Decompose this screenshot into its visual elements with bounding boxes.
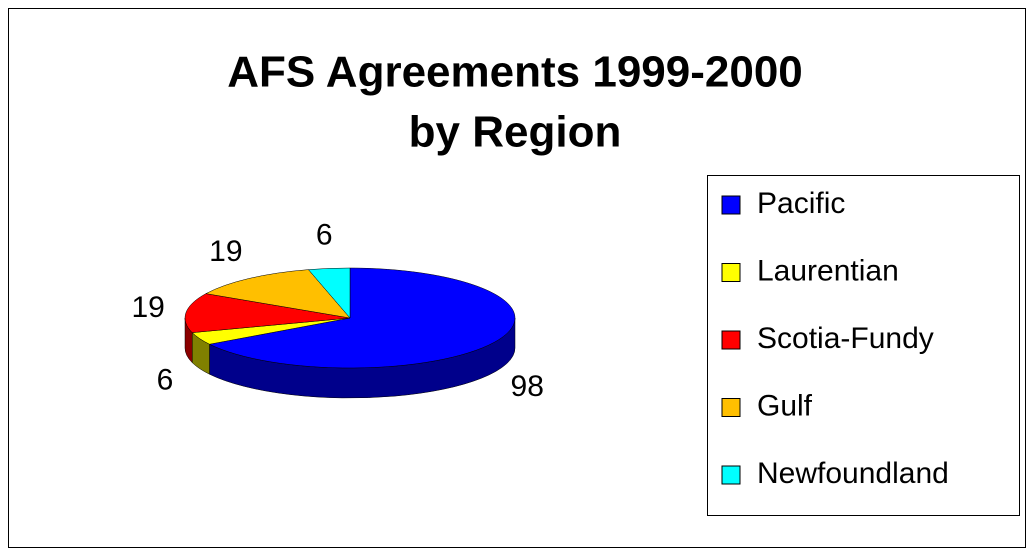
data-label: 19 xyxy=(131,291,164,324)
legend-swatch xyxy=(721,195,741,215)
legend xyxy=(707,175,1020,516)
chart-title: by Region xyxy=(409,108,622,157)
pie-slice xyxy=(205,269,351,319)
legend-swatch xyxy=(721,330,741,350)
data-label: 98 xyxy=(511,370,544,403)
data-label: 19 xyxy=(209,235,242,268)
legend-label: Laurentian xyxy=(757,254,899,287)
pie-slice xyxy=(184,293,351,333)
legend-swatch xyxy=(721,398,741,417)
data-label: 6 xyxy=(316,219,333,252)
pie-slice xyxy=(307,267,351,319)
chart-title: AFS Agreements 1999-2000 xyxy=(227,48,803,97)
legend-label: Gulf xyxy=(757,389,813,422)
data-label: 6 xyxy=(157,364,174,397)
legend-label: Scotia-Fundy xyxy=(757,322,934,355)
legend-swatch xyxy=(721,263,741,282)
legend-label: Pacific xyxy=(757,187,845,220)
legend-label: Newfoundland xyxy=(757,457,949,490)
pie-slice xyxy=(208,267,516,369)
legend-swatch xyxy=(721,465,741,485)
